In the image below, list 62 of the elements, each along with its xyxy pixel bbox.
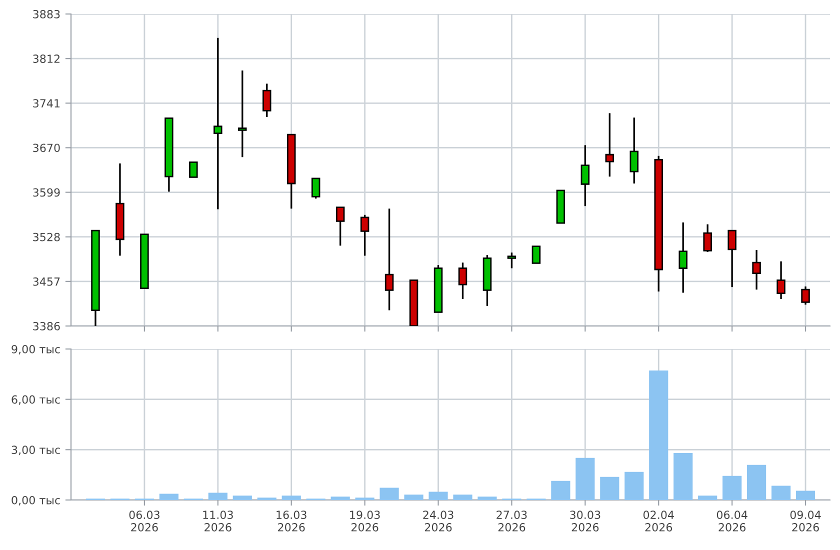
candlestick	[728, 230, 736, 288]
candlestick	[262, 82, 272, 118]
candlestick	[678, 222, 688, 294]
bar	[282, 496, 301, 500]
y-tick-label: 3386	[33, 322, 60, 330]
y-tick-label: 0,00 тыс	[12, 496, 60, 506]
candlestick	[311, 178, 320, 200]
bar	[208, 492, 228, 500]
candlestick	[703, 223, 712, 253]
x-tick-label: 06.03 2026	[129, 510, 160, 532]
candlestick	[532, 246, 541, 264]
candlestick	[238, 70, 247, 158]
y-tick-label: 3670	[33, 144, 60, 152]
candlestick	[801, 286, 810, 306]
candlestick	[630, 116, 638, 184]
candlestick	[605, 112, 614, 178]
y-tick-label: 3,00 тыс	[12, 446, 60, 456]
bar	[380, 488, 399, 500]
y-tick-label: 6,00 тыс	[12, 395, 60, 405]
candlestick	[507, 252, 516, 270]
bar	[330, 496, 350, 500]
bar	[404, 494, 424, 500]
x-tick-label: 11.03 2026	[203, 510, 233, 532]
y-tick-label: 3812	[33, 54, 60, 63]
candlestick	[752, 249, 761, 290]
candlestick	[189, 161, 198, 178]
candlestick	[580, 144, 590, 207]
x-tick-label: 16.03 2026	[276, 510, 306, 532]
y-tick-label: 3599	[33, 188, 60, 197]
bar	[747, 464, 766, 500]
bar	[600, 476, 620, 500]
x-tick-label: 27.03 2026	[496, 510, 527, 532]
bar	[771, 486, 791, 500]
y-tick-label: 3528	[33, 232, 60, 242]
bar	[576, 458, 595, 500]
bar	[722, 476, 742, 500]
x-tick-label: 24.03 2026	[423, 510, 454, 532]
candlestick	[360, 214, 370, 257]
bar	[796, 490, 816, 500]
bar	[159, 494, 178, 500]
x-tick-label: 02.04 2026	[643, 510, 674, 532]
bar	[232, 496, 252, 500]
x-tick-label: 30.03 2026	[570, 510, 600, 532]
bar	[478, 496, 497, 500]
x-tick-label: 06.04 2026	[716, 510, 748, 532]
y-tick-label: 3457	[33, 277, 60, 286]
bar	[551, 480, 570, 500]
y-tick-label: 3741	[33, 99, 60, 108]
bar	[649, 370, 668, 500]
bar	[674, 453, 693, 500]
candlestick	[384, 208, 394, 312]
candlestick	[336, 206, 345, 246]
x-tick-label: 09.04 2026	[790, 510, 821, 532]
y-tick-label: 3883	[33, 10, 60, 18]
bar	[698, 496, 718, 500]
candlestick	[776, 260, 786, 300]
bar	[428, 492, 448, 500]
bar	[624, 472, 644, 500]
bar	[453, 494, 472, 500]
x-tick-label: 19.03 2026	[350, 510, 380, 532]
candlestick	[458, 262, 468, 300]
y-tick-label: 9,00 тыс	[12, 344, 60, 355]
